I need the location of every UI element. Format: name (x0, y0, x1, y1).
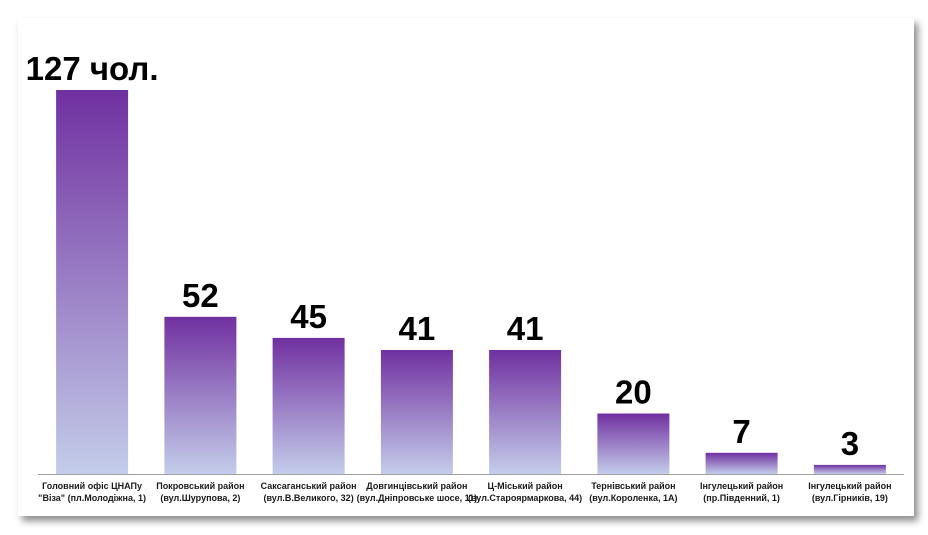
category-label-line: Тернівський район (591, 481, 675, 491)
category-label-line: (вул.Староярмаркова, 44) (468, 493, 582, 503)
category-label-line: Саксаганський район (261, 481, 357, 491)
category-label-0: Головний офіс ЦНАПу "Віза" (пл.Молодіжна,… (38, 481, 146, 503)
bar-1 (164, 316, 237, 474)
chart-frame: 127 чол. 52 45 41 41 20 7 3 Головний офіс ЦНАПу… (18, 18, 914, 516)
value-label-4: 41 (507, 310, 544, 347)
category-label-4: Ц-Міський район (вул.Староярмаркова, 44) (468, 481, 582, 503)
category-label-line: (вул.Короленка, 1А) (589, 493, 677, 503)
category-label-7: Інгулецький район (вул.Гірників, 19) (808, 481, 891, 503)
bar-0 (56, 90, 129, 474)
bar-chart: 127 чол. 52 45 41 41 20 7 3 Головний офіс ЦНАПу… (26, 50, 904, 503)
value-label-2: 45 (290, 298, 327, 335)
value-label-1: 52 (182, 277, 219, 314)
bar-7 (813, 464, 886, 474)
value-label-6: 7 (732, 413, 750, 450)
category-label-line: Інгулецький район (808, 481, 891, 491)
category-label-line: Довгинцівський район (366, 481, 467, 491)
category-label-line: "Віза" (пл.Молодіжна, 1) (38, 493, 146, 503)
category-label-line: (вул.Гірників, 19) (812, 493, 888, 503)
value-label-3: 41 (399, 310, 436, 347)
bar-5 (597, 413, 670, 474)
bar-6 (705, 452, 778, 474)
category-label-6: Інгулецький район (пр.Південний, 1) (700, 481, 783, 503)
category-label-line: Інгулецький район (700, 481, 783, 491)
category-label-5: Тернівський район (вул.Короленка, 1А) (589, 481, 677, 503)
category-label-line: (вул.Шурупова, 2) (160, 493, 240, 503)
category-label-line: Ц-Міський район (488, 481, 563, 491)
category-label-1: Покровський район (вул.Шурупова, 2) (156, 481, 244, 503)
bars-layer (56, 90, 886, 474)
value-label-0: 127 чол. (26, 50, 159, 87)
category-label-line: (пр.Південний, 1) (703, 493, 780, 503)
category-label-line: (вул.Дніпровське шосе, 11) (357, 493, 477, 503)
bar-4 (489, 350, 562, 474)
category-label-2: Саксаганський район (вул.В.Великого, 32) (261, 481, 357, 503)
value-label-7: 3 (841, 425, 859, 462)
value-label-5: 20 (615, 374, 652, 411)
category-label-line: (вул.В.Великого, 32) (264, 493, 354, 503)
value-labels-layer: 127 чол. 52 45 41 41 20 7 3 (26, 50, 859, 462)
bar-3 (380, 350, 453, 474)
category-label-line: Покровський район (156, 481, 244, 491)
category-labels-layer: Головний офіс ЦНАПу "Віза" (пл.Молодіжна,… (38, 481, 891, 503)
category-label-3: Довгинцівський район (вул.Дніпровське шос… (357, 481, 477, 503)
bar-2 (272, 337, 345, 474)
category-label-line: Головний офіс ЦНАПу (42, 481, 142, 491)
